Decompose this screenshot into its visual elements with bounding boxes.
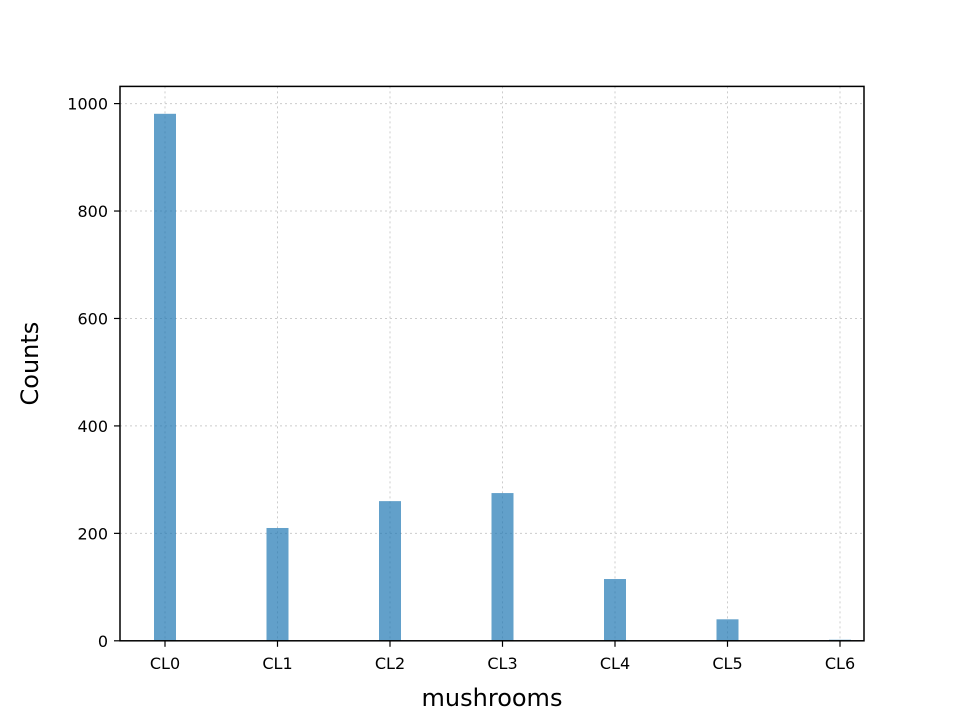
y-tick-label: 0 [98,632,108,651]
x-tick-label: CL0 [150,654,180,673]
y-axis-ticks: 0 200 400 600 800 1000 [67,95,120,651]
y-tick-label: 400 [77,417,108,436]
y-tick-label: 600 [77,309,108,328]
y-tick-label: 200 [77,524,108,543]
bar-cl2 [379,501,401,641]
y-tick-label: 800 [77,202,108,221]
bar-cl4 [604,579,626,641]
x-tick-label: CL6 [825,654,855,673]
x-tick-label: CL5 [712,654,742,673]
bar-cl5 [716,619,739,641]
bars [154,113,851,641]
bar-cl1 [266,527,289,641]
x-tick-label: CL3 [487,654,517,673]
bar-cl3 [491,493,514,641]
y-tick-label: 1000 [67,95,108,114]
x-tick-label: CL2 [375,654,405,673]
y-axis-label: Counts [16,322,44,406]
plot-frame [119,85,865,642]
x-tick-label: CL1 [262,654,292,673]
x-tick-label: CL4 [600,654,630,673]
x-axis-label: mushrooms [422,684,563,712]
bar-cl0 [154,113,176,641]
x-axis-ticks: CL0 CL1 CL2 CL3 CL4 CL5 CL6 [150,640,855,673]
